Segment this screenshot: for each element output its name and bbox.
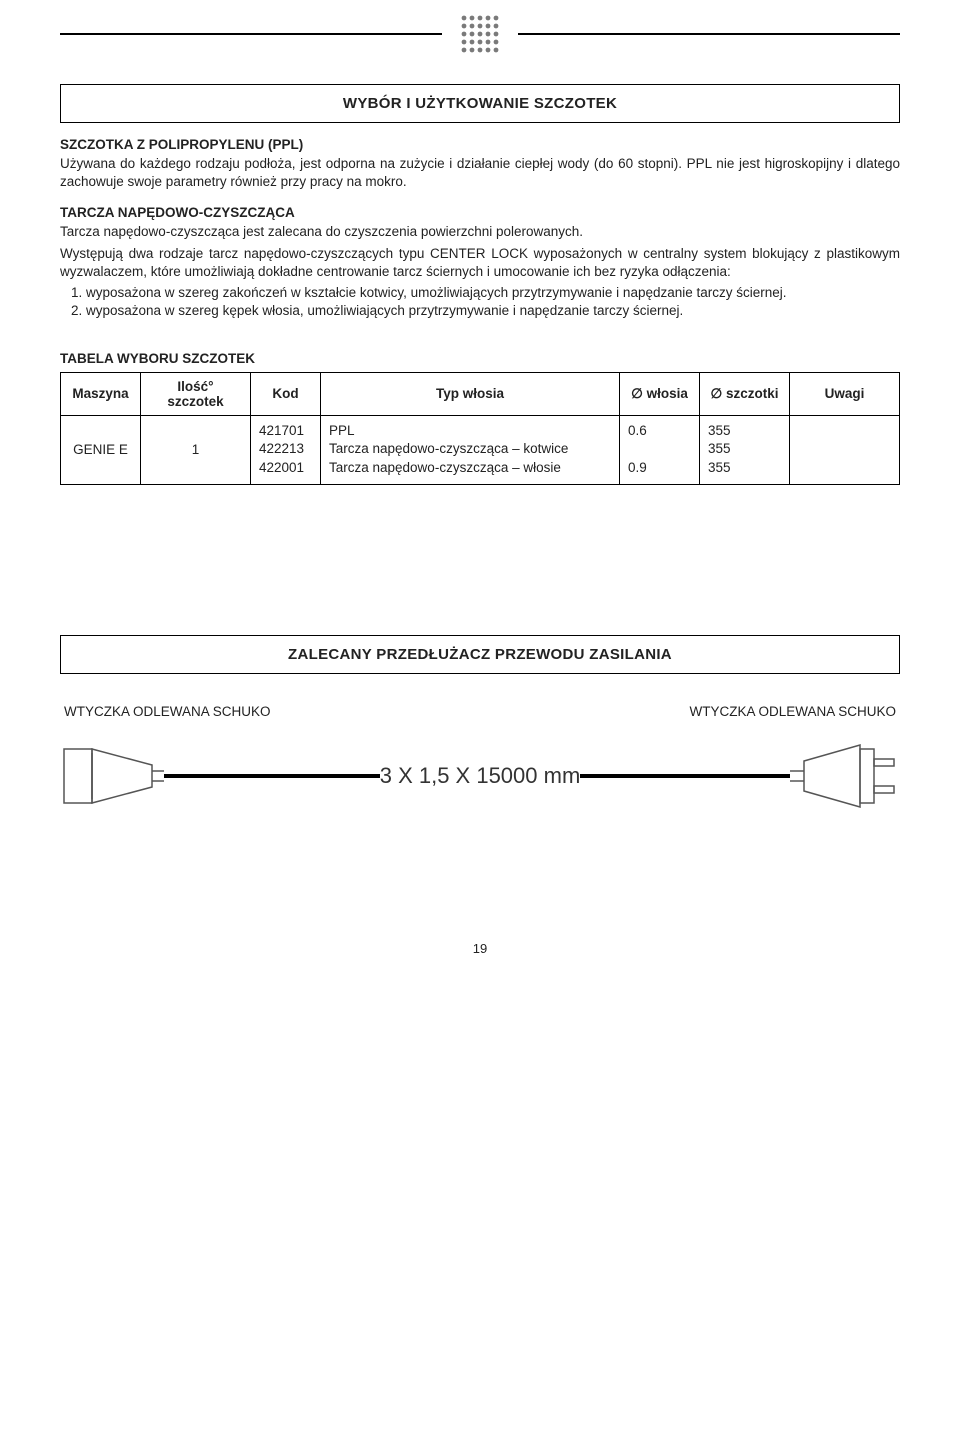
tarcza-li1: wyposażona w szereg zakończeń w kształci… [86,284,900,302]
header-rule-left [60,33,442,35]
cable-diagram: 3 X 1,5 X 15000 mm [60,731,900,821]
section2-title: ZALECANY PRZEDŁUŻACZ PRZEWODU ZASILANIA [288,646,672,663]
tarcza-heading: TARCZA NAPĘDOWO-CZYSZCZĄCA [60,205,900,220]
table-title: TABELA WYBORU SZCZOTEK [60,351,900,366]
th-kod: Kod [251,372,321,415]
plug-labels-row: WTYCZKA ODLEWANA SCHUKO WTYCZKA ODLEWANA… [64,704,896,719]
right-plug-label: WTYCZKA ODLEWANA SCHUKO [689,704,896,719]
ppl-body: Używana do każdego rodzaju podłoża, jest… [60,155,900,191]
tarcza-list: wyposażona w szereg zakończeń w kształci… [60,284,900,320]
tarcza-p1: Tarcza napędowo-czyszcząca jest zalecana… [60,223,900,241]
th-maszyna: Maszyna [61,372,141,415]
section1-title-box: WYBÓR I UŻYTKOWANIE SZCZOTEK [60,84,900,123]
th-dwlosia: ∅ włosia [620,372,700,415]
dot-logo [442,12,518,56]
header-rule [60,12,900,56]
th-ilosc: Ilość° szczotek [141,372,251,415]
section1-title: WYBÓR I UŻYTKOWANIE SZCZOTEK [343,95,617,112]
header-rule-right [518,33,900,35]
left-plug-label: WTYCZKA ODLEWANA SCHUKO [64,704,271,719]
th-uwagi: Uwagi [790,372,900,415]
page-number: 19 [60,941,900,956]
brush-table: Maszyna Ilość° szczotek Kod Typ włosia ∅… [60,372,900,486]
ppl-heading: SZCZOTKA Z POLIPROPYLENU (PPL) [60,137,900,152]
table-header-row: Maszyna Ilość° szczotek Kod Typ włosia ∅… [61,372,900,415]
section2-title-box: ZALECANY PRZEDŁUŻACZ PRZEWODU ZASILANIA [60,635,900,674]
table-row: GENIE E1421701422213422001PPLTarcza napę… [61,415,900,485]
th-typ: Typ włosia [321,372,620,415]
tarcza-p2: Występują dwa rodzaje tarcz napędowo-czy… [60,245,900,281]
cable-spec-label: 3 X 1,5 X 15000 mm [380,763,581,788]
th-dszczotki: ∅ szczotki [700,372,790,415]
tarcza-li2: wyposażona w szereg kępek włosia, umożli… [86,302,900,320]
